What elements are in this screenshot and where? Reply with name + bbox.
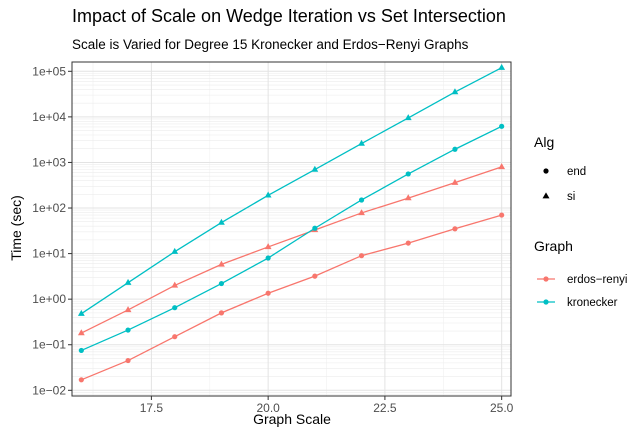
chart-title: Impact of Scale on Wedge Iteration vs Se…	[72, 6, 506, 26]
data-point	[358, 253, 365, 259]
data-point	[358, 197, 365, 203]
data-point	[404, 194, 412, 201]
y-tick-label: 1e+05	[32, 64, 66, 78]
data-point	[218, 260, 225, 267]
data-point	[265, 255, 271, 261]
data-point	[452, 226, 458, 232]
data-point	[264, 243, 272, 250]
data-point	[77, 329, 85, 336]
data-point	[124, 306, 132, 313]
data-point	[218, 280, 225, 287]
data-point	[405, 171, 411, 177]
y-tick-label: 1e+03	[32, 155, 66, 169]
legend-label-erdos-renyi: erdos−renyi	[567, 274, 627, 286]
data-point	[358, 209, 365, 216]
data-point	[125, 357, 131, 364]
data-point	[312, 225, 318, 231]
data-point	[171, 281, 179, 288]
data-point	[312, 273, 318, 279]
y-tick-label: 1e+04	[32, 110, 66, 124]
x-tick-label: 22.5	[373, 401, 397, 415]
legend-alg-title: Alg	[534, 134, 554, 150]
data-point	[451, 88, 459, 95]
data-point	[125, 327, 131, 333]
data-point	[172, 334, 178, 340]
x-axis-title: Graph Scale	[253, 411, 331, 427]
series-line	[81, 125, 502, 352]
x-axis: 17.5 20.0 22.5 25.0	[140, 396, 514, 415]
series-line	[81, 214, 502, 381]
y-tick-label: 1e+01	[32, 247, 66, 261]
y-axis-title: Time (sec)	[8, 195, 24, 261]
y-tick-label: 1e+00	[32, 292, 66, 306]
legend-label-kronecker: kronecker	[567, 297, 618, 309]
legend-triangle-icon	[542, 192, 550, 199]
data-point	[218, 218, 225, 225]
data-point	[404, 114, 412, 121]
legend-circle-icon	[543, 168, 549, 174]
legend: Alg end si Graph erdos−renyi kronecker	[534, 134, 627, 309]
series-erdos-renyi-end	[78, 212, 505, 383]
data-point	[499, 123, 505, 129]
panel-border	[71, 61, 512, 397]
series-erdos-renyi-si	[77, 163, 506, 336]
data-point	[171, 247, 179, 254]
data-point	[78, 377, 84, 383]
data-point	[499, 212, 505, 218]
legend-item-end: end	[543, 166, 586, 178]
chart-subtitle: Scale is Varied for Degree 15 Kronecker …	[72, 37, 469, 52]
plot-panel	[71, 61, 512, 397]
data-point	[265, 290, 271, 296]
data-point	[311, 165, 319, 172]
data-point	[124, 278, 132, 285]
series-line	[81, 166, 502, 334]
data-point	[218, 310, 225, 316]
legend-label-end: end	[567, 166, 586, 178]
y-tick-label: 1e−02	[32, 383, 66, 397]
y-axis: 1e−02 1e−01 1e+00 1e+01 1e+02 1e+03 1e+04 1e+05	[32, 64, 72, 397]
data-point	[172, 305, 178, 311]
panel-background	[72, 62, 511, 396]
legend-label-si: si	[567, 191, 575, 203]
data-point	[78, 347, 84, 354]
legend-circle-icon	[543, 299, 549, 305]
data-point	[498, 163, 506, 170]
x-tick-label: 25.0	[490, 401, 514, 415]
legend-item-si: si	[542, 191, 575, 203]
data-point	[498, 63, 506, 70]
series-kronecker-end	[78, 123, 505, 354]
data-point	[264, 191, 272, 198]
data-point	[358, 139, 365, 146]
y-tick-label: 1e+02	[32, 201, 66, 215]
legend-item-kronecker: kronecker	[537, 297, 618, 309]
x-tick-label: 20.0	[256, 401, 280, 415]
legend-graph-title: Graph	[534, 238, 573, 254]
legend-item-erdos-renyi: erdos−renyi	[537, 274, 627, 286]
data-point	[451, 178, 459, 185]
y-tick-label: 1e−01	[32, 338, 66, 352]
series-line	[80, 67, 502, 315]
legend-circle-icon	[543, 276, 549, 282]
data-point	[405, 240, 411, 246]
series-kronecker-si	[77, 63, 506, 316]
data-point	[77, 309, 85, 316]
data-point	[452, 146, 458, 152]
x-tick-label: 17.5	[140, 401, 164, 415]
